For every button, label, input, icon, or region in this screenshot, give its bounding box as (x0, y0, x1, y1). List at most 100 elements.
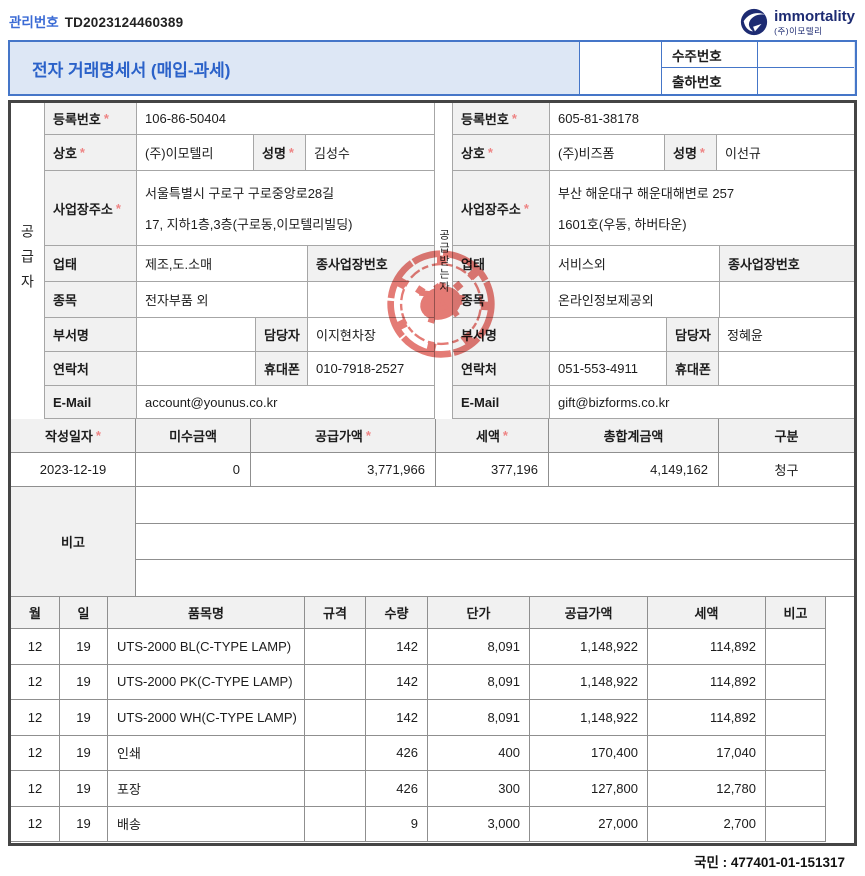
supplier-side-label: 공급자 (11, 103, 45, 419)
table-row: 상호 * (주)비즈폼 성명 * 이선규 (453, 135, 854, 171)
items-note-header: 비고 (766, 597, 826, 629)
receiver-biztype-value: 서비스외 (550, 246, 720, 282)
header-empty-cell (579, 42, 661, 94)
table-row: 사업장주소 * 부산 해운대구 해운대해변로 257 1601호(우동, 하버타운… (453, 171, 854, 246)
receiver-ceo-value: 이선규 (717, 135, 854, 171)
supplier-regno-label: 등록번호 * (45, 103, 137, 135)
receiver-address-label: 사업장주소 * (453, 171, 550, 246)
receiver-email-value: gift@bizforms.co.kr (550, 386, 854, 419)
document-title: 전자 거래명세서 (매입-과세) (32, 60, 231, 80)
table-row: E-Mail gift@bizforms.co.kr (453, 386, 854, 419)
item-qty: 426 (366, 735, 428, 771)
summary-section: 작성일자 * 미수금액 공급가액 * 세액 * 총합계금액 구분 2023-12-19… (11, 419, 854, 487)
item-supply: 1,148,922 (530, 629, 648, 665)
item-note (766, 735, 826, 771)
supplier-contact-label: 연락처 (45, 352, 137, 386)
table-row: 사업장주소 * 서울특별시 구로구 구로중앙로28길 17, 지하1층,3층(구로… (45, 171, 434, 246)
supplier-contact-value (137, 352, 256, 386)
receiver-regno-label: 등록번호 * (453, 103, 550, 135)
item-day: 19 (60, 629, 108, 665)
receiver-mobile-value (719, 352, 854, 386)
logo-text: immortality (주)이모텔리 (774, 9, 855, 36)
order-number-label: 수주번호 (661, 42, 757, 68)
swirl-circle-logo-icon (739, 7, 769, 37)
item-day: 19 (60, 735, 108, 771)
receiver-manager-label: 담당자 (667, 318, 719, 352)
receiver-company-label: 상호 * (453, 135, 550, 171)
shipping-number-value (757, 68, 854, 94)
item-spec (305, 735, 366, 771)
table-row: 등록번호 * 106-86-50404 (45, 103, 434, 135)
company-logo: immortality (주)이모텔리 (739, 7, 855, 37)
item-note (766, 664, 826, 700)
summary-date-value: 2023-12-19 (11, 453, 136, 487)
summary-supply-value: 3,771,966 (251, 453, 436, 487)
item-unitprice: 8,091 (428, 700, 530, 736)
item-tax: 2,700 (648, 806, 766, 842)
supplier-department-label: 부서명 (45, 318, 137, 352)
item-spec (305, 629, 366, 665)
items-name-header: 품목명 (108, 597, 305, 629)
table-row: 업태 제조,도.소매 종사업장번호 (45, 246, 434, 282)
remarks-line (136, 487, 854, 524)
table-row: 상호 * (주)이모텔리 성명 * 김성수 (45, 135, 434, 171)
summary-outstanding-header: 미수금액 (136, 419, 251, 453)
supplier-department-value (137, 318, 256, 352)
item-month: 12 (11, 771, 60, 807)
table-row: 종목 온라인정보제공외 (453, 282, 854, 318)
item-spec (305, 700, 366, 736)
table-row: 등록번호 * 605-81-38178 (453, 103, 854, 135)
supplier-mobile-value: 010-7918-2527 (308, 352, 434, 386)
item-name: 포장 (108, 771, 305, 807)
item-tax: 114,892 (648, 664, 766, 700)
items-day-header: 일 (60, 597, 108, 629)
item-note (766, 629, 826, 665)
item-month: 12 (11, 629, 60, 665)
line-items-table: 월 일 품목명 규격 수량 단가 공급가액 세액 비고 12 19 UTS-20… (11, 597, 826, 842)
receiver-company-value: (주)비즈폼 (550, 135, 665, 171)
supplier-email-value: account@younus.co.kr (137, 386, 434, 419)
supplier-biztype-label: 업태 (45, 246, 137, 282)
item-name: UTS-2000 BL(C-TYPE LAMP) (108, 629, 305, 665)
summary-outstanding-value: 0 (136, 453, 251, 487)
item-day: 19 (60, 806, 108, 842)
receiver-department-value (550, 318, 667, 352)
item-month: 12 (11, 700, 60, 736)
supplier-table: 등록번호 * 106-86-50404 상호 * (주)이모텔리 성명 * 김성수 사… (45, 103, 434, 419)
shipping-number-label: 출하번호 (661, 68, 757, 94)
supplier-biztype-value: 제조,도.소매 (137, 246, 308, 282)
supplier-company-value: (주)이모텔리 (137, 135, 254, 171)
supplier-subbizno-value (308, 282, 434, 318)
item-spec (305, 806, 366, 842)
supplier-email-label: E-Mail (45, 386, 137, 419)
item-note (766, 700, 826, 736)
logo-brand-name: immortality (774, 7, 855, 25)
receiver-contact-value: 051-553-4911 (550, 352, 667, 386)
parties-section: 공급자 등록번호 * 106-86-50404 상호 * (주)이모텔리 성명 * 김… (11, 103, 854, 419)
supplier-mobile-label: 휴대폰 (256, 352, 308, 386)
receiver-ceo-label: 성명 * (665, 135, 717, 171)
remarks-section: 비고 (11, 487, 854, 598)
receiver-manager-value: 정혜윤 (719, 318, 854, 352)
remarks-line (136, 560, 854, 598)
item-qty: 142 (366, 664, 428, 700)
receiver-subbizno-value (720, 282, 854, 318)
item-name: 배송 (108, 806, 305, 842)
receiver-bizitem-value: 온라인정보제공외 (550, 282, 720, 318)
table-row: 부서명 담당자 이지현차장 (45, 318, 434, 352)
items-qty-header: 수량 (366, 597, 428, 629)
item-tax: 114,892 (648, 629, 766, 665)
item-day: 19 (60, 700, 108, 736)
summary-category-value: 청구 (719, 453, 854, 487)
order-number-value (757, 42, 854, 68)
item-note (766, 806, 826, 842)
item-name: UTS-2000 WH(C-TYPE LAMP) (108, 700, 305, 736)
table-row: E-Mail account@younus.co.kr (45, 386, 434, 419)
item-unitprice: 3,000 (428, 806, 530, 842)
item-qty: 426 (366, 771, 428, 807)
order-shipping-number-table: 수주번호 출하번호 (579, 42, 854, 94)
receiver-contact-label: 연락처 (453, 352, 550, 386)
statement-body: 공급자 등록번호 * 106-86-50404 상호 * (주)이모텔리 성명 * 김… (8, 100, 857, 846)
items-unitprice-header: 단가 (428, 597, 530, 629)
supplier-subbizno-label: 종사업장번호 (308, 246, 434, 282)
